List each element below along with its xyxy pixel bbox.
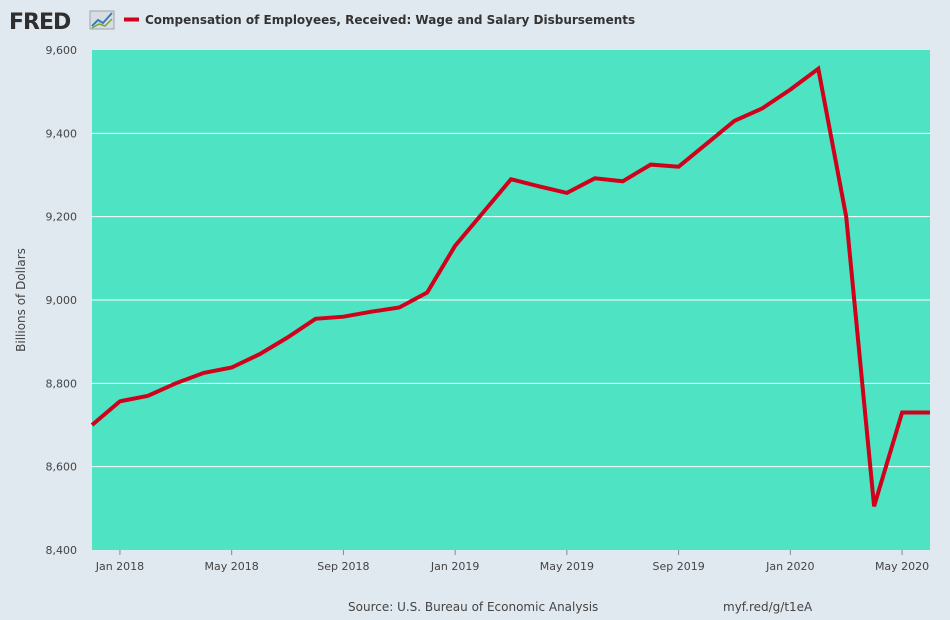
short-link[interactable]: myf.red/g/t1eA [723, 600, 813, 614]
x-axis: Jan 2018 May 2018 Sep 2018 Jan 2019 May 2019… [95, 550, 929, 573]
fred-logo[interactable]: FRED [9, 10, 115, 35]
legend: Compensation of Employees, Received: Wag… [124, 13, 635, 27]
fred-logo-text: FRED [9, 10, 71, 35]
x-tick-label: May 2019 [540, 560, 594, 573]
fred-logo-graph-icon [89, 10, 115, 30]
x-tick-label: Sep 2019 [652, 560, 704, 573]
series-group [90, 65, 930, 507]
series-line [90, 65, 930, 507]
x-tick-label: May 2020 [875, 560, 929, 573]
y-tick-label: 9,200 [46, 211, 78, 224]
y-tick-label: 8,600 [46, 461, 78, 474]
x-tick-label: Jan 2018 [95, 560, 144, 573]
x-tick-label: Sep 2018 [317, 560, 369, 573]
x-tick-label: May 2018 [205, 560, 259, 573]
x-tick-label: Jan 2019 [430, 560, 479, 573]
y-axis: 8,400 8,600 8,800 9,000 9,200 9,400 9,600 [46, 44, 78, 557]
y-tick-label: 9,400 [46, 127, 78, 140]
y-tick-label: 8,800 [46, 377, 78, 390]
source-note: Source: U.S. Bureau of Economic Analysis [348, 600, 599, 614]
y-axis-title: Billions of Dollars [14, 248, 28, 352]
gridlines [92, 132, 930, 468]
x-tick-label: Jan 2020 [765, 560, 814, 573]
y-tick-label: 9,000 [46, 294, 78, 307]
y-tick-label: 8,400 [46, 544, 78, 557]
legend-label: Compensation of Employees, Received: Wag… [145, 13, 635, 27]
y-tick-label: 9,600 [46, 44, 78, 57]
